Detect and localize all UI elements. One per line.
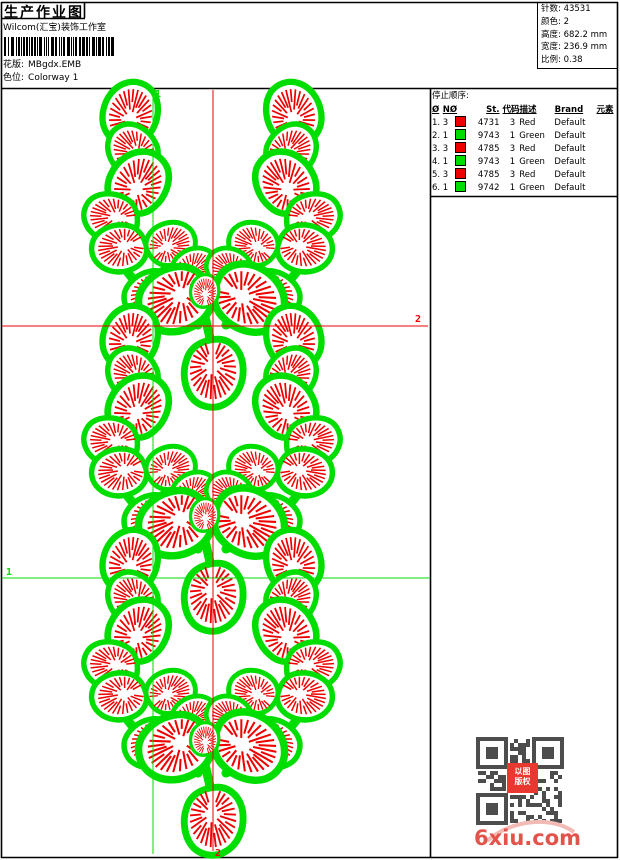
stop-sequence-rows: 1. 3 4731 3 Red Default 2. 1 9743 1 Green Default 3.… [432, 115, 616, 195]
thread-color-swatch [455, 128, 467, 140]
studio-name: Wilcom(汇宝)装饰工作室 [3, 23, 106, 33]
watermark-site: 6xiu.com [474, 826, 582, 850]
copyright-stamp: 以图 版权 [507, 763, 538, 793]
thread-color-swatch [455, 180, 467, 192]
stop-sequence-row: 2. 1 9743 1 Green Default [432, 128, 616, 143]
width-row: 宽度: 236.9 mm [541, 42, 608, 53]
pattern-filename: MBgdx.EMB [28, 60, 82, 70]
stop-sequence-title: 停止顺序: [432, 91, 469, 101]
stop-sequence-header: Ø NØ St. 代码 描述 Brand 元素 [432, 105, 614, 115]
thread-color-swatch [455, 154, 467, 166]
stop-sequence-row: 5. 3 4785 3 Red Default [432, 167, 616, 182]
colorway-label: 色位: [3, 73, 25, 83]
guide-label-end-h: 2 [415, 314, 421, 325]
barcode [4, 37, 114, 56]
thread-color-swatch [455, 115, 467, 127]
pattern-label: 花版: [3, 60, 25, 70]
embroidery-design [80, 76, 344, 855]
scale-row: 比例: 0.38 [541, 55, 583, 66]
design-info-panel: 针数: 43531 颜色: 2 高度: 682.2 mm 宽度: 236.9 m… [537, 2, 617, 69]
pattern-row: 花版: MBgdx.EMB [3, 57, 81, 70]
thread-color-swatch [455, 167, 467, 179]
stop-sequence-panel: 停止顺序: Ø NØ St. 代码 描述 Brand 元素 1. 3 4731 3 Re… [432, 90, 616, 195]
stop-sequence-row: 3. 3 4785 3 Red Default [432, 141, 616, 156]
qr-code [476, 737, 564, 825]
colorway-row: 色位: Colorway 1 [3, 70, 78, 83]
color-count-row: 颜色: 2 [541, 16, 569, 27]
colorway-value: Colorway 1 [28, 73, 79, 83]
stitch-count-row: 针数: 43531 [541, 4, 591, 14]
stop-sequence-row: 6. 1 9742 1 Green Default [432, 180, 616, 195]
guide-label-start-v: 1 [155, 89, 161, 100]
stop-sequence-row: 4. 1 9743 1 Green Default [432, 154, 616, 169]
page-title: 生产作业图 [4, 5, 84, 21]
height-row: 高度: 682.2 mm [541, 29, 608, 40]
guide-label-start-h: 1 [6, 567, 12, 578]
watermark-swoosh [485, 819, 576, 843]
stop-sequence-row: 1. 3 4731 3 Red Default [432, 115, 616, 130]
guide-label-end-v: 2 [215, 848, 221, 859]
guide-lines [2, 90, 430, 854]
thread-color-swatch [455, 141, 467, 153]
